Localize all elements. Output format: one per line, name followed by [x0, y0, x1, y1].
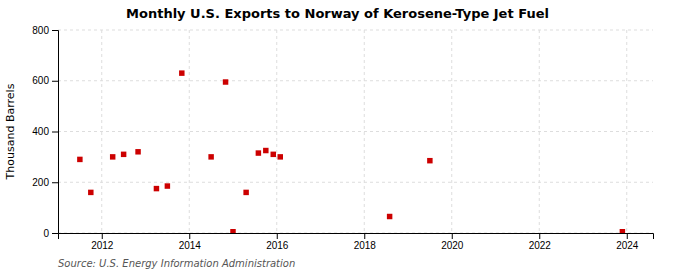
- tick-mark: [52, 233, 58, 234]
- point: [256, 150, 261, 155]
- tick-mark: [52, 81, 58, 82]
- axis-line: [52, 31, 59, 234]
- point: [77, 157, 82, 162]
- point: [121, 152, 126, 157]
- tick: 2018: [354, 233, 377, 251]
- tick-mark: [102, 233, 103, 239]
- axis-line: [59, 234, 654, 240]
- point: [387, 214, 392, 219]
- tick: 2014: [179, 233, 202, 251]
- tick: 0: [43, 228, 58, 239]
- grid-line: [189, 30, 190, 233]
- tick-label: 2018: [354, 240, 377, 251]
- tick-label: 2012: [91, 240, 114, 251]
- point: [135, 149, 140, 154]
- tick: 400: [32, 126, 58, 137]
- point: [223, 79, 228, 84]
- tick-mark: [364, 233, 365, 239]
- tick-label: 0: [43, 228, 49, 239]
- point: [110, 154, 115, 159]
- grid-line: [58, 30, 653, 31]
- tick-label: 400: [32, 126, 49, 137]
- point: [179, 70, 184, 75]
- tick-label: 2020: [441, 240, 464, 251]
- tick: 800: [32, 25, 58, 36]
- source-note: Source: U.S. Energy Information Administ…: [58, 258, 295, 269]
- point: [427, 158, 432, 163]
- point: [154, 186, 159, 191]
- grid-line: [58, 182, 653, 183]
- tick: 2016: [266, 233, 289, 251]
- point: [208, 154, 213, 159]
- grid-line: [451, 30, 452, 233]
- y-axis-label: Thousand Barrels: [4, 83, 17, 180]
- tick-mark: [52, 182, 58, 183]
- tick: 2012: [91, 233, 114, 251]
- tick-label: 2022: [529, 240, 552, 251]
- point: [278, 154, 283, 159]
- chart: 2012 2014 2016 2018 2020 2022 2024 0 200 400 600 80…: [0, 0, 675, 275]
- tick-mark: [627, 233, 628, 239]
- tick-label: 600: [32, 75, 49, 86]
- point: [263, 148, 268, 153]
- point: [88, 190, 93, 195]
- x-axis: 2012 2014 2016 2018 2020 2022 2024: [59, 233, 654, 251]
- point: [230, 229, 235, 233]
- grid-line: [626, 30, 627, 233]
- grid-line: [58, 131, 653, 132]
- grid-line: [58, 80, 653, 81]
- tick-label: 800: [32, 25, 49, 36]
- tick: 2020: [441, 233, 464, 251]
- tick-mark: [52, 132, 58, 133]
- tick-mark: [452, 233, 453, 239]
- tick-label: 2016: [266, 240, 289, 251]
- y-axis: 0 200 400 600 800: [32, 25, 58, 239]
- point: [243, 190, 248, 195]
- tick-mark: [539, 233, 540, 239]
- tick: 600: [32, 75, 58, 86]
- point: [271, 152, 276, 157]
- grid: [58, 30, 653, 233]
- tick-mark: [277, 233, 278, 239]
- grid-line: [539, 30, 540, 233]
- tick-mark: [52, 30, 58, 31]
- tick: 2022: [529, 233, 552, 251]
- tick-label: 2014: [179, 240, 202, 251]
- tick-mark: [189, 233, 190, 239]
- point: [620, 229, 625, 233]
- tick: 2024: [616, 233, 639, 251]
- plot-area: 2012 2014 2016 2018 2020 2022 2024 0 200 400 600 80…: [32, 25, 653, 251]
- grid-line: [101, 30, 102, 233]
- tick-label: 200: [32, 177, 49, 188]
- point: [165, 183, 170, 188]
- grid-line: [364, 30, 365, 233]
- tick-label: 2024: [616, 240, 639, 251]
- points: [77, 70, 625, 233]
- tick: 200: [32, 177, 58, 188]
- title: Monthly U.S. Exports to Norway of Kerose…: [126, 6, 549, 21]
- grid-line: [276, 30, 277, 233]
